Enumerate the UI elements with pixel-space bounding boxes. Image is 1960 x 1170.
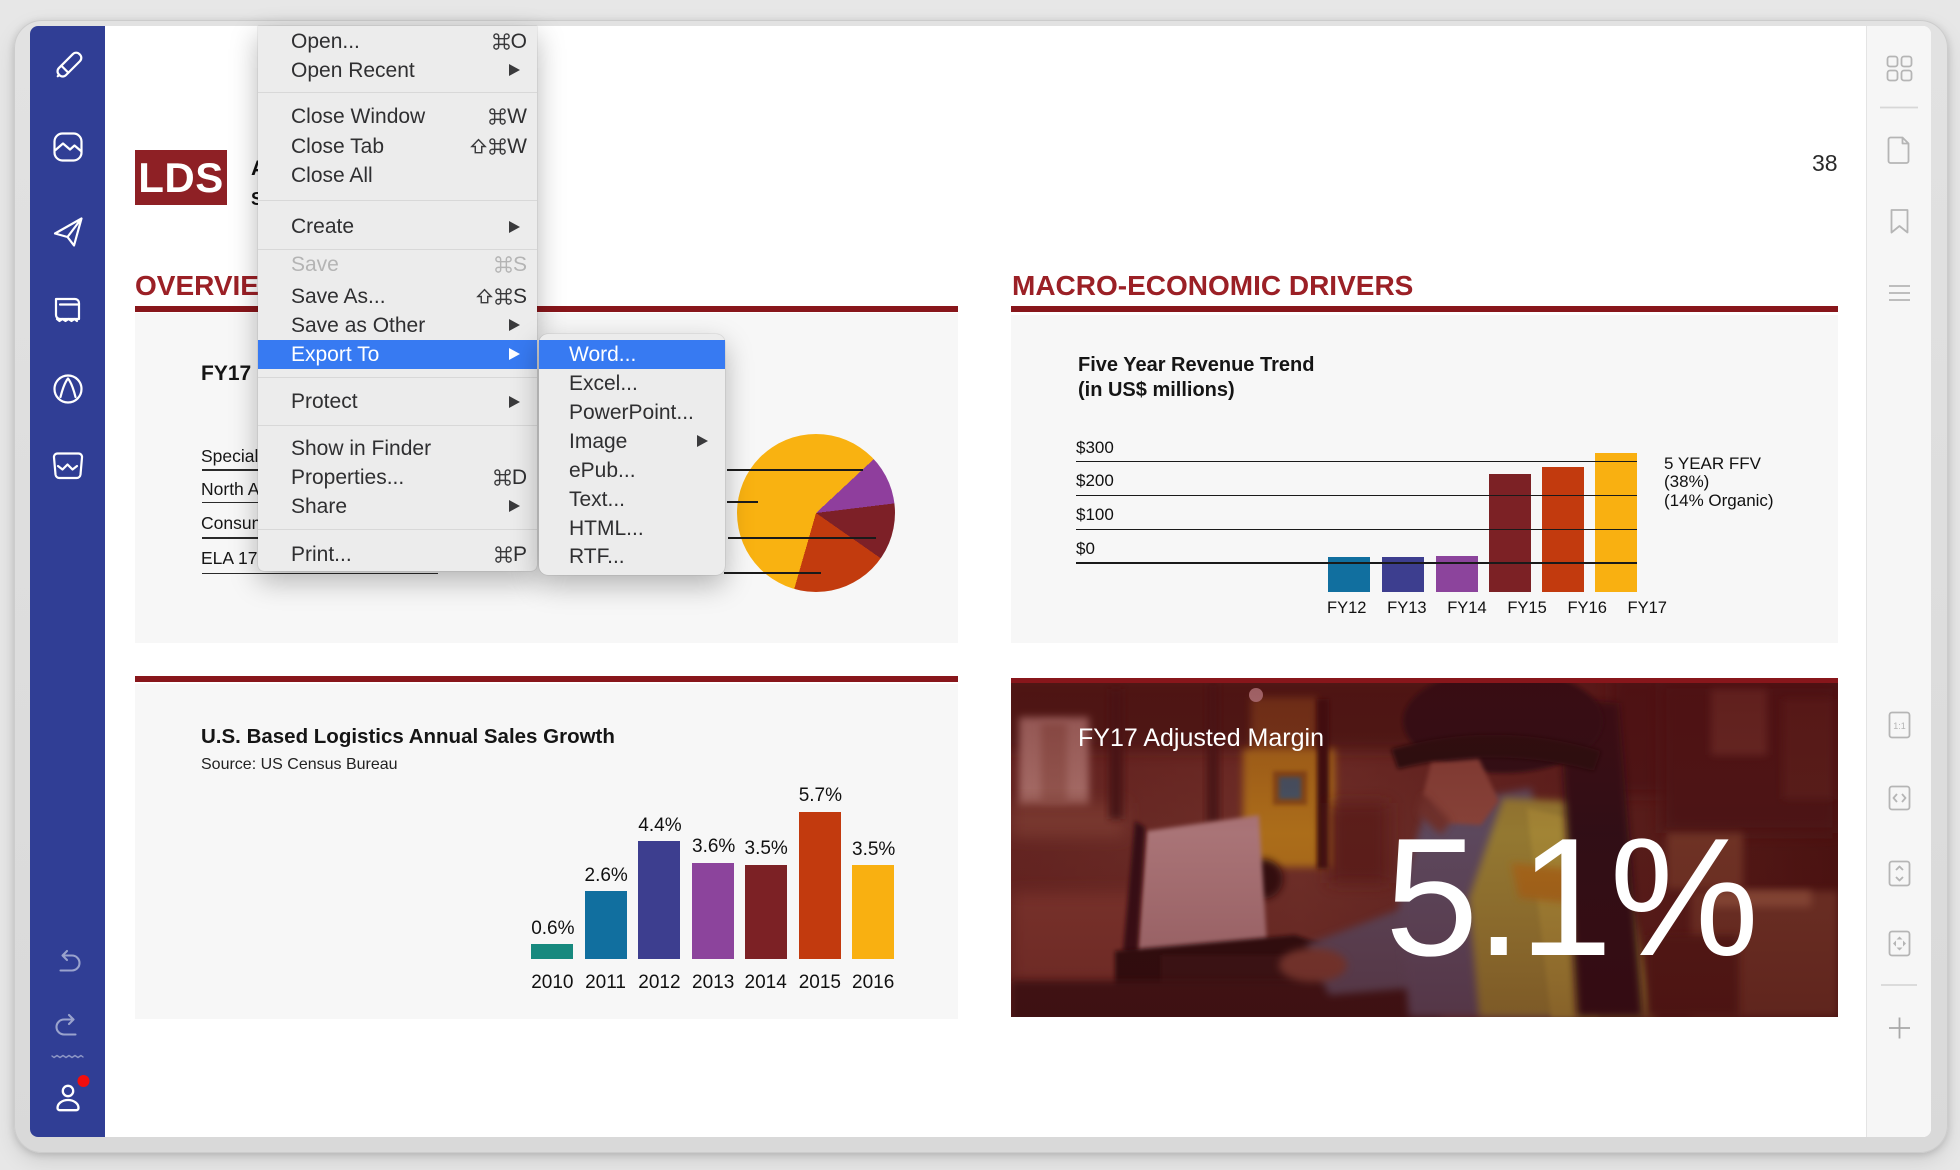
svg-text:5.1%: 5.1% — [1385, 803, 1756, 991]
svg-text:1:1: 1:1 — [1893, 721, 1906, 731]
svg-text:FY17 Adjusted Margin: FY17 Adjusted Margin — [1078, 724, 1324, 752]
